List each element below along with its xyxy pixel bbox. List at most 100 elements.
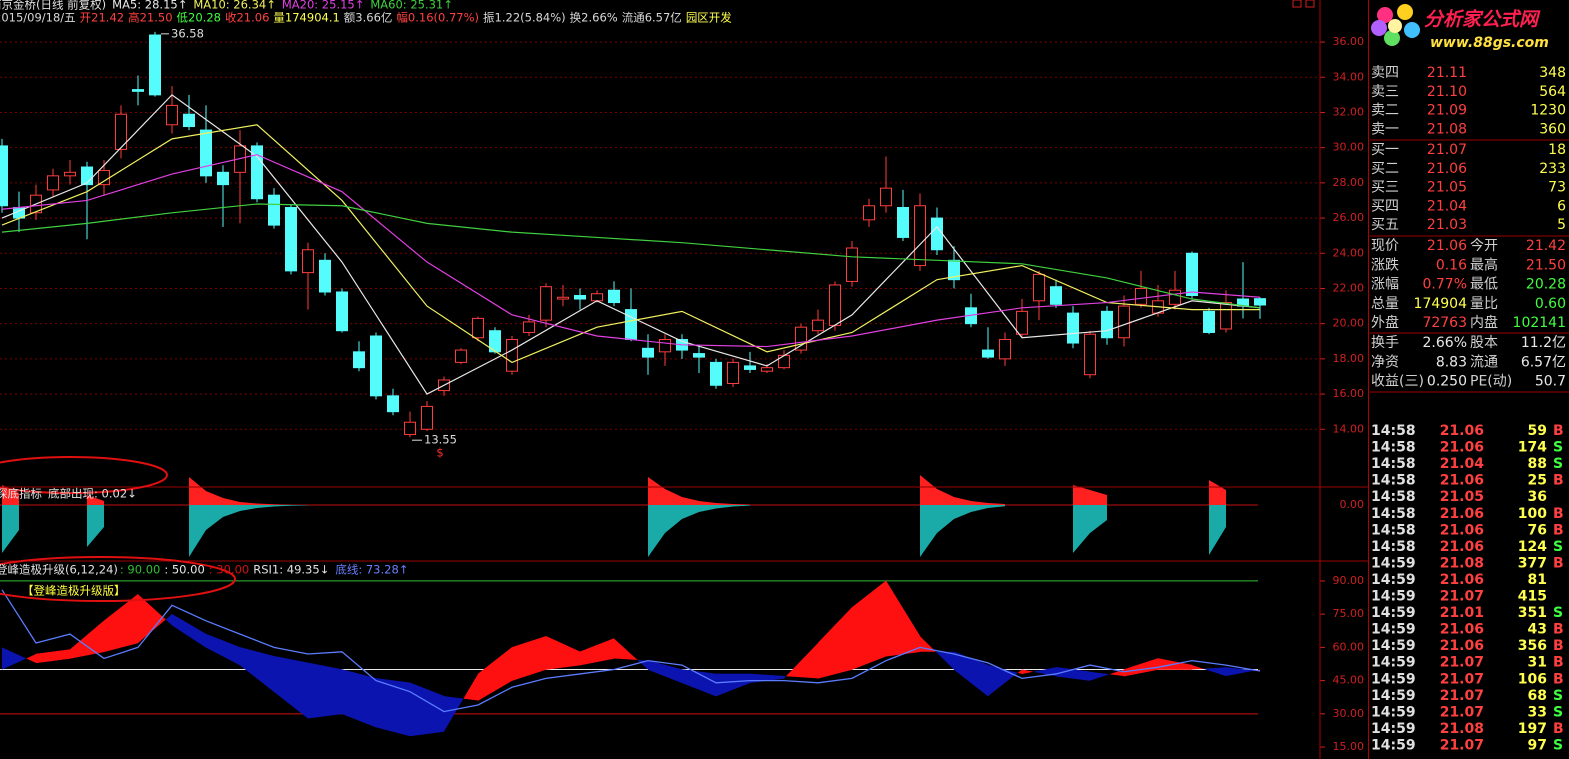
- annotation-ellipse: [0, 456, 168, 494]
- info-item: 2015/09/18/五: [0, 11, 76, 25]
- stat-label: 现价: [1371, 238, 1399, 254]
- candle-body: [829, 284, 841, 326]
- stat-value: 2.66%: [1423, 335, 1467, 351]
- trade-price: 21.05: [1440, 489, 1484, 505]
- info-item: 额3.66亿: [344, 11, 393, 25]
- trade-side: S: [1553, 688, 1563, 704]
- trade-volume: 88: [1528, 456, 1547, 472]
- book-volume: 233: [1539, 161, 1566, 177]
- stat-label: 涨跌: [1371, 257, 1399, 273]
- candle-body: [251, 145, 263, 200]
- indicator-fill: [26, 654, 36, 663]
- legend-entry: MA60: 25.31↑: [370, 0, 453, 12]
- trade-side: B: [1553, 473, 1564, 489]
- trade-time: 14:58: [1371, 522, 1416, 538]
- trade-price: 21.06: [1440, 440, 1484, 456]
- stat-value: 20.28: [1526, 277, 1566, 293]
- indicator-area: [648, 477, 750, 505]
- y-tick-label: 75.00: [1333, 607, 1365, 620]
- candle-body: [778, 354, 790, 369]
- trade-volume: 31: [1528, 655, 1547, 671]
- stat-label: 今开: [1470, 238, 1498, 254]
- indicator-fill: [1017, 669, 1022, 674]
- indicator-fill: [1022, 669, 1034, 674]
- trade-volume: 76: [1528, 522, 1547, 538]
- trade-time: 14:58: [1371, 539, 1416, 555]
- y-tick-label: 36.00: [1333, 35, 1365, 48]
- indicator-area: [87, 505, 104, 547]
- y-tick-label: 30.00: [1333, 707, 1365, 720]
- candle-body: [472, 317, 484, 339]
- indicator-area: [1073, 505, 1107, 553]
- candle-body: [659, 339, 671, 353]
- stat-value: 8.83: [1436, 354, 1467, 370]
- indicator-area: [920, 505, 1005, 557]
- trade-side: B: [1553, 721, 1564, 737]
- book-volume: 360: [1539, 121, 1566, 137]
- y-tick-label: 32.00: [1333, 105, 1365, 118]
- trade-side: B: [1553, 655, 1564, 671]
- trade-time: 14:59: [1371, 589, 1416, 605]
- indicator-fill: [1203, 667, 1226, 677]
- window-icon[interactable]: [1292, 0, 1302, 8]
- trade-volume: 415: [1518, 589, 1547, 605]
- candle-body: [455, 349, 467, 363]
- candle-body: [540, 286, 552, 321]
- trade-time: 14:58: [1371, 506, 1416, 522]
- info-item: 园区开发: [686, 11, 732, 25]
- indicator-area: [2, 485, 19, 505]
- baseline-label: 底线: 73.28↑: [335, 563, 408, 577]
- y-tick-label: 24.00: [1333, 246, 1365, 259]
- ma-line: [1, 94, 1261, 395]
- book-label: 卖二: [1371, 103, 1399, 119]
- legend-entry: RSI1: 49.35↓: [253, 563, 329, 577]
- book-price: 21.06: [1427, 161, 1467, 177]
- trade-price: 21.07: [1440, 671, 1484, 687]
- indicator-fill: [165, 614, 172, 626]
- trade-time: 14:59: [1371, 704, 1416, 720]
- indicator-value: 底部出现: 0.02↓: [48, 487, 137, 501]
- trade-price: 21.06: [1440, 622, 1484, 638]
- indicator-fill: [784, 676, 786, 679]
- trade-side: S: [1553, 605, 1563, 621]
- trade-volume: 25: [1528, 473, 1547, 489]
- book-price: 21.11: [1427, 65, 1467, 81]
- candle-body: [115, 113, 127, 150]
- window-icon[interactable]: [1305, 0, 1315, 8]
- book-price: 21.08: [1427, 121, 1467, 137]
- indicator-fill: [935, 651, 954, 670]
- candle-body: [404, 421, 416, 436]
- stat-value: 21.50: [1526, 257, 1566, 273]
- indicator-fill: [1192, 665, 1204, 670]
- logo-url: www.88gs.com: [1430, 35, 1549, 51]
- y-tick-label: 15.00: [1333, 740, 1365, 753]
- candle-body: [1067, 312, 1079, 344]
- info-item: 换2.66%: [570, 11, 618, 25]
- trade-side: B: [1553, 522, 1564, 538]
- indicator-area: [648, 505, 750, 557]
- trade-price: 21.07: [1440, 688, 1484, 704]
- trade-side: B: [1553, 423, 1564, 439]
- candle-body: [1135, 287, 1147, 305]
- stat-value: 11.2亿: [1521, 335, 1566, 351]
- stat-label: 最高: [1470, 256, 1498, 273]
- stat-value: 6.57亿: [1521, 354, 1566, 370]
- ma-line: [1, 203, 1261, 309]
- legend-entry: MA5: 28.15↑: [112, 0, 187, 12]
- indicator-fill: [637, 659, 648, 670]
- info-item: 流通6.57亿: [622, 11, 682, 25]
- indicator-area: [189, 505, 308, 557]
- info-item: 高21.50: [128, 11, 172, 25]
- y-tick-label: 90.00: [1333, 574, 1365, 587]
- ma-line: [1, 124, 1260, 364]
- y-tick-label: 28.00: [1333, 176, 1365, 189]
- stat-value: 0.16: [1436, 257, 1467, 273]
- candle-body: [727, 361, 739, 385]
- indicator-title: 登峰造极升级(6,12,24): [0, 563, 118, 577]
- candle-body: [574, 295, 586, 300]
- trade-time: 14:58: [1371, 423, 1416, 439]
- candle-body: [387, 395, 399, 413]
- trade-volume: 100: [1518, 506, 1547, 522]
